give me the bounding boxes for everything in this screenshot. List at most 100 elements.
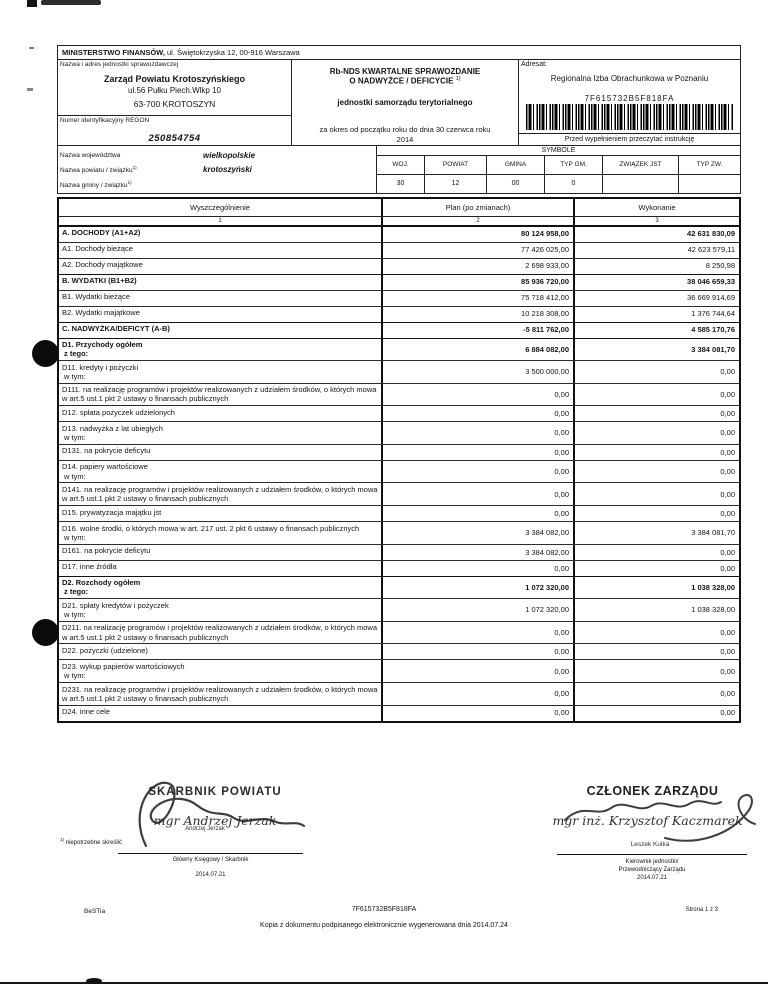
report-title-line1: Rb-NDS KWARTALNE SPRAWOZDANIE [329,67,481,76]
row-label-cell: D131. na pokrycie deficytu [59,445,381,460]
row-sublabel: z tego: [64,587,89,597]
row-label: B. WYDATKI (B1+B2) [62,276,137,285]
report-subtitle: jednostki samorządu terytorialnego [337,97,473,107]
addressee-label: Adresat: [521,61,548,68]
table-row: D161. na pokrycie deficytu 3 384 082,00 … [59,543,739,560]
signer-role-right-line1: Kierownik jednostki/ [625,859,679,865]
row-plan-value: 75 718 412,00 [381,290,573,306]
report-title-text: O NADWYŻCE / DEFICYCIE [349,76,454,86]
row-wykonanie-value: 42 631 830,09 [573,226,739,242]
row-label: D1. Przychody ogółem [62,340,143,349]
row-label-cell: D22. pożyczki (udzielone) [59,644,381,659]
signer-role-right: Kierownik jednostki/ Przewodniczący Zarz… [557,858,747,875]
regon-box: Numer identyfikacyjny REGON 250854754 [58,115,291,145]
row-wykonanie-value: 0,00 [573,383,739,406]
row-sublabel: w tym: [64,471,86,481]
footnote-marker: 1) [127,179,132,185]
row-label: D21. spłaty kredytów i pożyczek [62,600,169,610]
column-number: 1 [218,217,222,224]
symbole-table: SYMBOLE WOJ. POWIAT GMINA TYP GM. ZWIĄZEK JS… [376,146,740,193]
row-plan-value: 3 384 082,00 [381,522,573,544]
row-plan-value: 0,00 [381,660,573,683]
scan-artifact [27,0,37,7]
row-wykonanie-value: 4 585 170,76 [573,322,739,338]
row-label: C. NADWYŻKA/DEFICYT (A-B) [62,324,170,333]
column-number: 3 [573,216,739,225]
unit-name: Zarząd Powiatu Krotoszyńskiego [103,74,246,84]
row-label: D161. na pokrycie deficytu [62,546,151,556]
row-wykonanie-value: 0,00 [573,406,739,422]
footer-app-name: BeSTia [84,908,106,915]
hole-punch [32,619,59,646]
row-label-cell: D211. na realizację programów i projektó… [59,622,381,644]
scan-artifact [86,978,102,984]
table-row: D231. na realizację programów i projektó… [59,682,739,705]
scan-artifact [41,0,101,5]
ministry-banner: MINISTERSTWO FINANSÓW, ul. Świętokrzyska… [57,45,741,60]
table-row: D13. nadwyżka z lat ubiegłych w tym: 0,0… [59,421,739,444]
reporting-unit-box: Nazwa i adres jednostki sprawozdawczej Z… [58,60,291,145]
row-plan-value: -5 811 762,00 [381,322,573,338]
column-number-row: 1 2 3 [59,215,739,226]
table-row: A2. Dochody majątkowe 2 698 933,00 8 250… [59,257,739,274]
scan-artifact [29,47,34,49]
signature-line-right [557,854,747,855]
rb-nds-form: MINISTERSTWO FINANSÓW, ul. Świętokrzyska… [57,45,741,723]
region-name-row: Nazwa powiatu / związku1) krotoszyński [60,163,374,178]
row-wykonanie-value: 0,00 [573,621,739,644]
row-wykonanie-value: 0,00 [573,506,739,522]
row-wykonanie-value: 0,00 [573,683,739,705]
column-header-wykonanie: Wykonanie [573,198,739,216]
table-row: D14. papiery wartościowe w tym: 0,00 0,0… [59,459,739,483]
table-row: D15. prywatyzacja majątku jst 0,00 0,00 [59,505,739,522]
barcode [526,104,733,130]
page-edge-line [0,982,768,984]
row-wykonanie-value: 0,00 [573,444,739,460]
row-plan-value: 0,00 [381,460,573,483]
table-row: B. WYDATKI (B1+B2) 85 936 720,00 38 046 … [59,273,739,290]
row-wykonanie-value: 38 046 659,33 [573,274,739,290]
row-label-cell: D12. spłata pożyczek udzielonych [59,406,381,421]
row-label: D2. Rozchody ogółem [62,578,141,588]
stamp-title-right: CZŁONEK ZARZĄDU [586,784,719,798]
signer-role-left: Główny Księgowy / Skarbnik [172,857,249,863]
addressee-value: Regionalna Izba Obrachunkowa w Poznaniu [550,74,709,83]
symbole-title: SYMBOLE [377,146,740,156]
row-plan-value: 0,00 [381,560,573,576]
footnote-marker: 1) [60,837,65,842]
typed-name-left: Andrzej Jerzak [185,826,225,832]
symbole-column-header: TYP ZW. [696,161,723,169]
row-label: D23. wykup papierów wartościowych [62,661,185,671]
row-wykonanie-value: 0,00 [573,422,739,444]
symbole-value-row: 30 12 00 0 [377,174,740,193]
table-row: D131. na pokrycie deficytu 0,00 0,00 [59,443,739,460]
row-plan-value: 0,00 [381,683,573,705]
stamp-title-left: SKARBNIK POWIATU [148,786,282,798]
table-row: D22. pożyczki (udzielone) 0,00 0,00 [59,643,739,660]
row-plan-value: 0,00 [381,422,573,444]
row-wykonanie-value: 0,00 [573,644,739,660]
footnote-text: niepotrzebne skreślić [65,840,123,846]
table-row: C. NADWYŻKA/DEFICYT (A-B) -5 811 762,00 … [59,321,739,338]
row-plan-value: 1 072 320,00 [381,599,573,621]
row-label-cell: A1. Dochody bieżące [59,243,381,258]
stamp-name-left: mgr Andrzej Jerzak [153,813,277,828]
row-wykonanie-value: 1 376 744,64 [573,306,739,322]
row-wykonanie-value: 3 384 081,70 [573,522,739,544]
row-label-cell: D231. na realizację programów i projektó… [59,683,381,705]
ministry-name: MINISTERSTWO FINANSÓW, [62,48,165,57]
unit-city: 63-700 KROTOSZYN [133,99,216,109]
report-title-line2: O NADWYŻCE / DEFICYCIE 1) [292,76,518,86]
region-section: Nazwa województwa wielkopolskie Nazwa po… [57,146,741,194]
row-plan-value: 2 698 933,00 [381,258,573,274]
row-plan-value: 6 884 082,00 [381,338,573,361]
footer-document-code: 7F615732B5F818FA [351,906,417,913]
table-row: D24. inne cele 0,00 0,00 [59,704,739,721]
region-value: wielkopolskie [203,150,256,160]
row-plan-value: 77 426 025,00 [381,242,573,258]
row-wykonanie-value: 0,00 [573,560,739,576]
row-plan-value: 0,00 [381,705,573,721]
table-row: B2. Wydatki majątkowe 10 218 308,00 1 37… [59,305,739,322]
row-label: D111. na realizację programów i projektó… [62,385,377,404]
row-label-cell: D111. na realizację programów i projektó… [59,384,381,406]
